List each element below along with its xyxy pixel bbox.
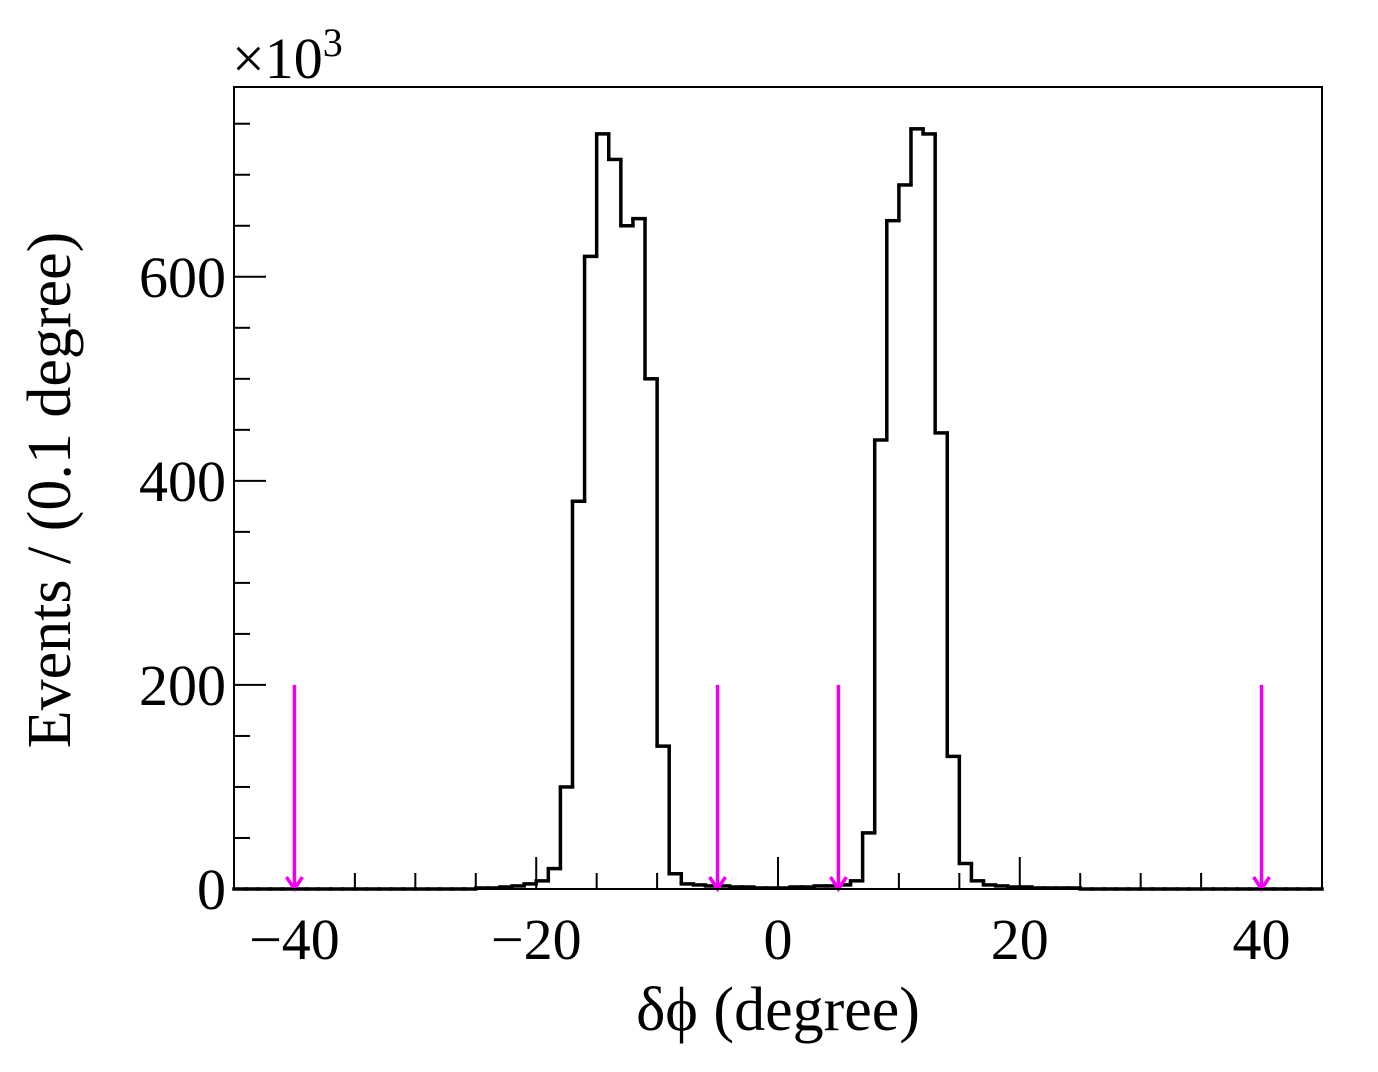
y-tick-label: 0 [197, 857, 226, 922]
y-tick-label: 200 [139, 653, 226, 718]
x-tick-label: 0 [764, 907, 793, 972]
x-tick-label: 40 [1233, 907, 1291, 972]
x-tick-label: 20 [991, 907, 1049, 972]
y-tick-label: 600 [139, 245, 226, 310]
y-tick-label: 400 [139, 449, 226, 514]
y-multiplier: ×103 [232, 20, 343, 91]
y-axis-title: Events / (0.1 degree) [16, 232, 84, 748]
multiplier-base: ×10 [232, 26, 323, 91]
x-axis-title: δϕ (degree) [636, 976, 920, 1044]
multiplier-exponent: 3 [323, 20, 343, 65]
plot-frame [233, 86, 1323, 890]
x-tick-label: −40 [249, 907, 340, 972]
x-tick-label: −20 [491, 907, 582, 972]
